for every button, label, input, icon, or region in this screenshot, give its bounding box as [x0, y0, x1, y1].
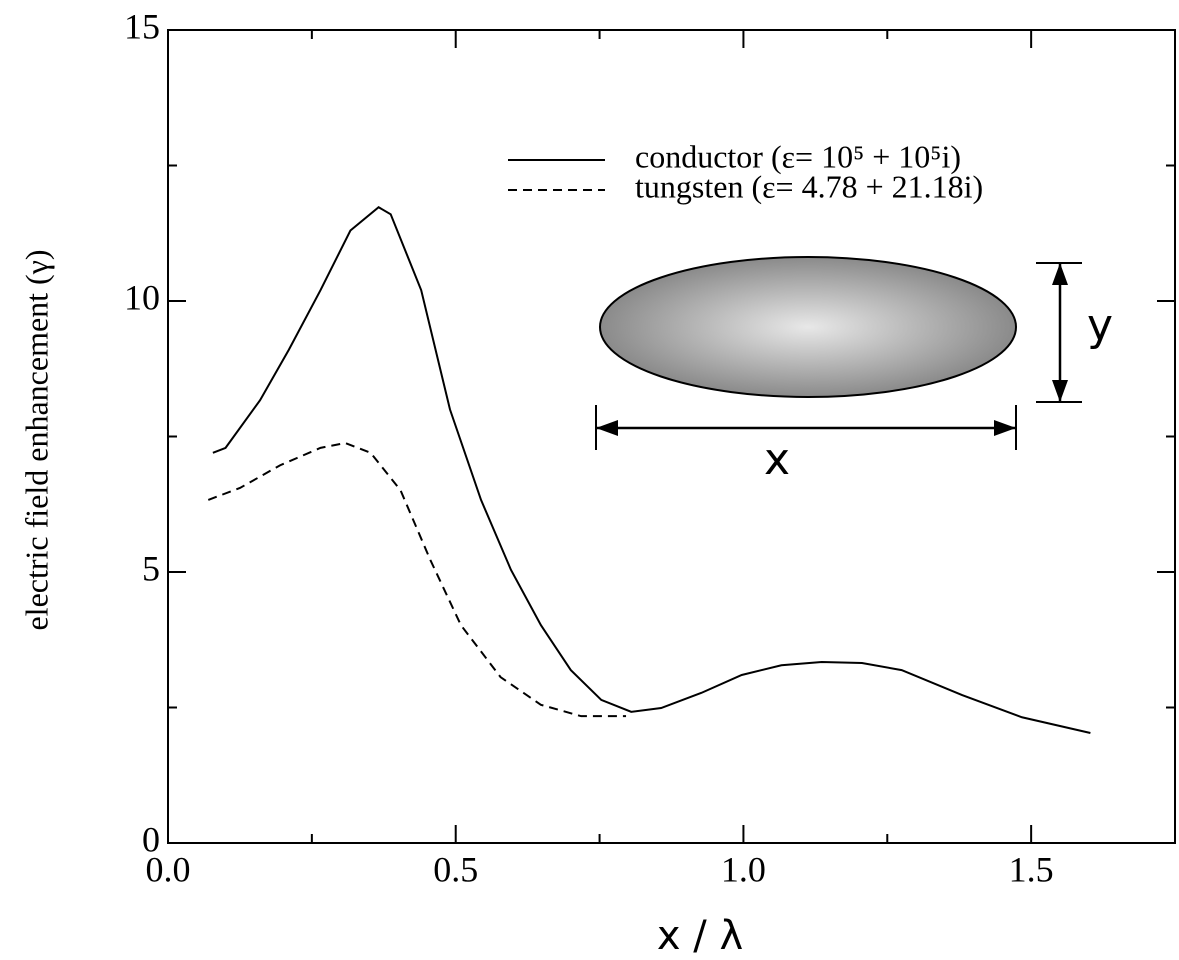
- series-line: [207, 441, 627, 718]
- y-axis-label: electric field enhancement (γ): [18, 249, 54, 630]
- y-tick-label: 0: [142, 819, 160, 859]
- y-tick-label: 15: [124, 6, 160, 46]
- series-line: [212, 206, 1091, 734]
- x-axis-label: x / λ: [657, 913, 743, 959]
- x-tick-label: 0.5: [433, 849, 478, 889]
- x-tick-label: 1.5: [1009, 849, 1054, 889]
- legend-label: tungsten (ε= 4.78 + 21.18i): [635, 168, 983, 204]
- y-tick-label: 10: [124, 277, 160, 317]
- ellipse: [599, 256, 1017, 398]
- x-tick-label: 1.0: [721, 849, 766, 889]
- annotation: y: [1087, 300, 1113, 351]
- x-tick-label: 0.0: [146, 849, 191, 889]
- inset-diagram: x y: [595, 256, 1113, 485]
- y-tick-label: 5: [142, 548, 160, 588]
- legend-label: conductor (ε= 10⁵ + 10⁵i): [635, 138, 961, 174]
- annotation: x: [764, 434, 790, 485]
